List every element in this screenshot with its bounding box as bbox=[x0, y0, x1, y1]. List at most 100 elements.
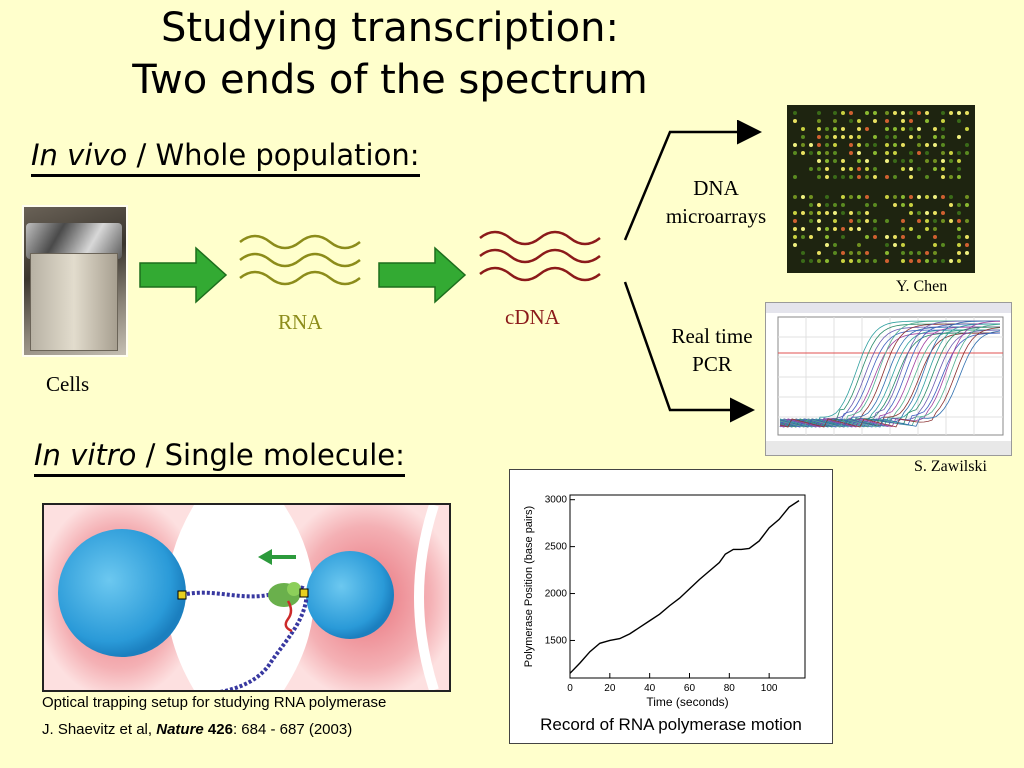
microarray-spot bbox=[857, 195, 861, 199]
microarray-spot bbox=[857, 251, 861, 255]
microarray-spot bbox=[949, 219, 953, 223]
microarray-spot bbox=[957, 151, 961, 155]
x-tick-label: 100 bbox=[761, 683, 778, 694]
microarray-spot bbox=[941, 135, 945, 139]
microarray-spot bbox=[809, 195, 813, 199]
microarray-spot bbox=[925, 111, 929, 115]
citation-journal: Nature bbox=[156, 721, 204, 738]
microarray-spot bbox=[841, 195, 845, 199]
microarray-spot bbox=[865, 211, 869, 215]
microarray-spot bbox=[825, 211, 829, 215]
microarray-spot bbox=[941, 167, 945, 171]
microarray-spot bbox=[865, 127, 869, 131]
microarray-spot bbox=[917, 251, 921, 255]
microarray-spot bbox=[841, 127, 845, 131]
microarray-spot bbox=[941, 143, 945, 147]
microarray-spot bbox=[965, 195, 969, 199]
microarray-spot bbox=[825, 127, 829, 131]
microarray-spot bbox=[817, 219, 821, 223]
microarray-spot bbox=[841, 235, 845, 239]
microarray-spot bbox=[801, 259, 805, 263]
polymerase-position-line bbox=[569, 500, 800, 674]
microarray-spot bbox=[825, 235, 829, 239]
microarray-spot bbox=[965, 235, 969, 239]
microarray-spot bbox=[885, 135, 889, 139]
microarray-spot bbox=[857, 151, 861, 155]
microarray-spot bbox=[949, 159, 953, 163]
microarray-spot bbox=[825, 175, 829, 179]
microarray-spot bbox=[865, 259, 869, 263]
chart-y-axis-label: Polymerase Position (base pairs) bbox=[523, 506, 535, 667]
microarray-spot bbox=[885, 219, 889, 223]
microarray-spot bbox=[857, 175, 861, 179]
microarray-spot bbox=[893, 159, 897, 163]
microarray-spot bbox=[817, 143, 821, 147]
pcr-curve bbox=[779, 320, 1001, 428]
microarray-spot bbox=[925, 219, 929, 223]
microarray-spot bbox=[925, 227, 929, 231]
microarray-spot bbox=[809, 151, 813, 155]
microarray-spot bbox=[957, 159, 961, 163]
in-vivo-rest: / Whole population: bbox=[127, 138, 420, 172]
microarray-spot bbox=[873, 151, 877, 155]
microarray-spot bbox=[901, 235, 905, 239]
x-tick-label: 20 bbox=[604, 683, 616, 694]
microarray-spot bbox=[933, 195, 937, 199]
pcr-amplification-plot bbox=[765, 302, 1012, 456]
microarray-spot bbox=[801, 251, 805, 255]
microarray-spot bbox=[873, 119, 877, 123]
in-vivo-italic: In vivo bbox=[31, 138, 128, 172]
microarray-spot bbox=[901, 259, 905, 263]
trap-caption: Optical trapping setup for studying RNA … bbox=[42, 694, 387, 711]
pcr-control-bar bbox=[766, 441, 1011, 455]
microarray-spot bbox=[885, 127, 889, 131]
microarray-spot bbox=[933, 227, 937, 231]
graph-caption: Record of RNA polymerase motion bbox=[540, 715, 802, 734]
microarray-spot bbox=[841, 211, 845, 215]
microarray-spot bbox=[941, 159, 945, 163]
microarray-spot bbox=[865, 219, 869, 223]
microarray-spot bbox=[909, 227, 913, 231]
microarray-spot bbox=[817, 175, 821, 179]
x-tick-label: 0 bbox=[567, 683, 573, 694]
microarray-spot bbox=[857, 159, 861, 163]
microarray-spot bbox=[885, 119, 889, 123]
microarray-spot bbox=[873, 143, 877, 147]
microarray-spot bbox=[949, 151, 953, 155]
microarray-spot bbox=[833, 127, 837, 131]
citation-volume: 426 bbox=[203, 721, 233, 738]
microarray-spot bbox=[825, 243, 829, 247]
microarray-spot bbox=[865, 195, 869, 199]
microarray-spot bbox=[809, 167, 813, 171]
pcr-curve bbox=[779, 327, 1001, 428]
microarray-spot bbox=[865, 175, 869, 179]
microarray-spot bbox=[793, 143, 797, 147]
microarray-spot bbox=[825, 135, 829, 139]
microarray-spot bbox=[865, 111, 869, 115]
microarray-spot bbox=[809, 259, 813, 263]
microarray-spot bbox=[949, 195, 953, 199]
x-tick-label: 80 bbox=[724, 683, 736, 694]
x-tick-label: 60 bbox=[684, 683, 696, 694]
microarray-spot bbox=[793, 195, 797, 199]
microarray-spot bbox=[873, 259, 877, 263]
microarray-spot bbox=[857, 135, 861, 139]
microarray-spot bbox=[965, 143, 969, 147]
dna-microarrays-label: DNA microarrays bbox=[656, 174, 776, 230]
microarray-spot bbox=[841, 135, 845, 139]
microarray-spot bbox=[901, 119, 905, 123]
microarray-spot bbox=[849, 111, 853, 115]
real-time-pcr-line-2: PCR bbox=[692, 352, 732, 376]
microarray-spot bbox=[865, 235, 869, 239]
y-chen-credit: Y. Chen bbox=[896, 278, 948, 295]
microarray-spot bbox=[833, 211, 837, 215]
microarray-spot bbox=[817, 151, 821, 155]
microarray-spot bbox=[925, 211, 929, 215]
microarray-spot bbox=[833, 119, 837, 123]
microarray-spot bbox=[793, 151, 797, 155]
microarray-spot bbox=[957, 203, 961, 207]
microarray-spot bbox=[893, 243, 897, 247]
microarray-spot bbox=[885, 151, 889, 155]
real-time-pcr-label: Real time PCR bbox=[652, 322, 772, 378]
microarray-spot bbox=[849, 211, 853, 215]
